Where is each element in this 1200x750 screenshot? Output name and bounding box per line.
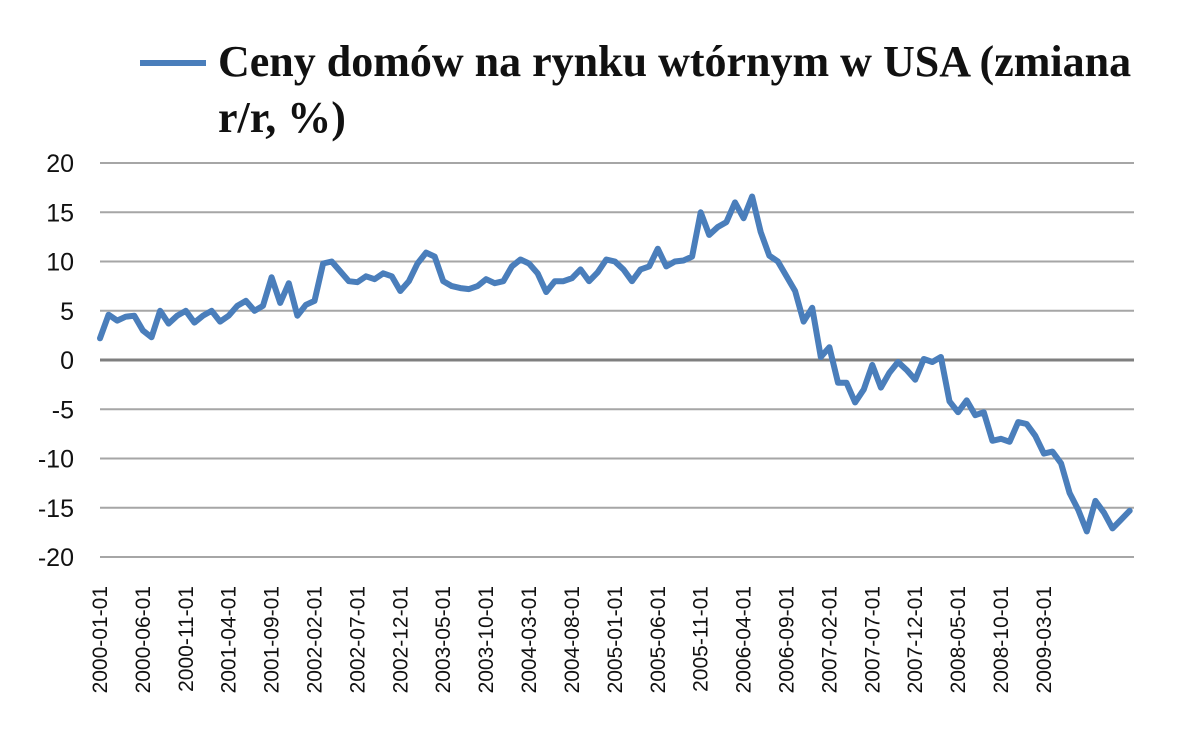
x-tick-label: 2006-09-01 xyxy=(775,586,798,693)
x-tick-label: 2001-04-01 xyxy=(218,586,241,693)
x-tick-label: 2002-02-01 xyxy=(304,586,327,693)
x-tick-label: 2004-03-01 xyxy=(518,586,541,693)
x-tick-label: 2008-10-01 xyxy=(990,586,1013,693)
y-tick-label: 10 xyxy=(46,249,74,277)
y-tick-label: 20 xyxy=(46,150,74,178)
legend: Ceny domów na rynku wtórnym w USA (zmian… xyxy=(140,34,1158,146)
x-tick-label: 2002-07-01 xyxy=(346,586,369,693)
x-tick-label: 2005-01-01 xyxy=(604,586,627,693)
x-tick-label: 2007-02-01 xyxy=(818,586,841,693)
y-tick-label: -5 xyxy=(52,396,74,424)
x-tick-label: 2002-12-01 xyxy=(389,586,412,693)
x-tick-label: 2000-01-01 xyxy=(89,586,112,693)
x-tick-label: 2005-11-01 xyxy=(690,586,713,692)
x-tick-label: 2007-07-01 xyxy=(861,586,884,693)
x-tick-label: 2003-10-01 xyxy=(475,586,498,693)
y-tick-label: -20 xyxy=(38,544,74,572)
x-tick-label: 2003-05-01 xyxy=(432,586,455,693)
x-tick-label: 2004-08-01 xyxy=(561,586,584,693)
x-tick-label: 2006-04-01 xyxy=(733,586,756,693)
legend-line-swatch xyxy=(140,60,206,66)
x-tick-label: 2007-12-01 xyxy=(904,586,927,693)
y-tick-label: 15 xyxy=(46,199,74,227)
y-tick-label: 0 xyxy=(60,347,74,375)
x-tick-label: 2000-06-01 xyxy=(132,586,155,693)
x-tick-label: 2001-09-01 xyxy=(261,586,284,693)
x-tick-label: 2008-05-01 xyxy=(947,586,970,693)
y-tick-label: -15 xyxy=(38,495,74,523)
series-line xyxy=(97,193,1133,535)
legend-label: Ceny domów na rynku wtórnym w USA (zmian… xyxy=(218,37,1132,142)
x-tick-label: 2009-03-01 xyxy=(1033,586,1056,693)
x-tick-label: 2005-06-01 xyxy=(647,586,670,693)
y-tick-label: -10 xyxy=(38,446,74,474)
y-tick-label: 5 xyxy=(60,298,74,326)
x-tick-label: 2000-11-01 xyxy=(175,586,198,692)
